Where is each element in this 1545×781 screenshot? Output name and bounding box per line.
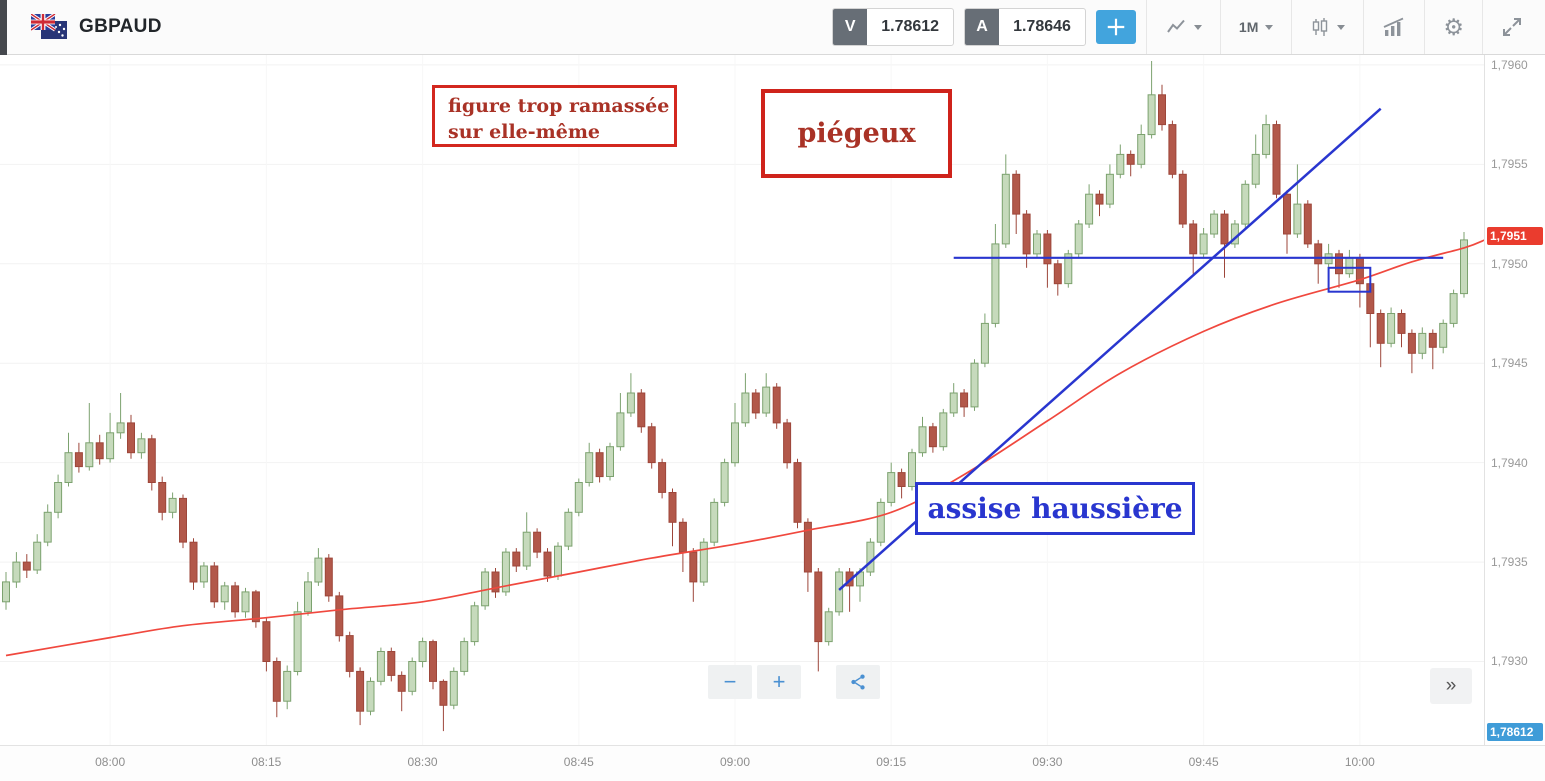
- time-axis-label: 10:00: [1344, 755, 1375, 769]
- price-axis-label: 1,7935: [1491, 555, 1528, 570]
- toolbar-divider: [1145, 0, 1147, 54]
- annotation-piegeux[interactable]: piégeux: [761, 89, 952, 178]
- time-axis-label: 09:30: [1032, 755, 1063, 769]
- share-icon: [851, 674, 865, 690]
- time-axis-label: 09:15: [876, 755, 907, 769]
- zoom-out-button[interactable]: −: [708, 665, 752, 699]
- chevron-down-icon: [1337, 24, 1346, 30]
- sell-price: 1.78612: [881, 18, 940, 35]
- window-edge-strip: [0, 0, 7, 55]
- symbol-group: GBPAUD: [31, 14, 162, 40]
- zoom-controls: − +: [708, 665, 880, 699]
- chevron-down-icon: [1265, 24, 1274, 30]
- buy-quote-button[interactable]: A 1.78646: [964, 8, 1086, 46]
- annotation-compact-figure[interactable]: figure trop ramassée sur elle-même: [432, 85, 677, 147]
- annotation-assise-haussiere[interactable]: assise haussière: [915, 482, 1195, 535]
- candles-layer: [2, 61, 1468, 732]
- indicators-button[interactable]: [1374, 11, 1414, 43]
- sell-tag: V: [833, 9, 868, 45]
- crosshair-tool-button[interactable]: [1095, 10, 1136, 44]
- sell-quote-button[interactable]: V 1.78612: [832, 8, 955, 46]
- time-axis-label: 09:00: [719, 755, 751, 769]
- buy-tag: A: [965, 9, 1000, 45]
- moving-average-line[interactable]: [5, 239, 1484, 657]
- chevron-down-icon: [1193, 24, 1202, 30]
- settings-button[interactable]: ⚙: [1435, 10, 1472, 45]
- gear-icon: ⚙: [1443, 13, 1464, 40]
- candlestick-icon: [1313, 18, 1328, 36]
- candle-style-dropdown[interactable]: [1302, 11, 1353, 43]
- toolbar-divider: [1291, 0, 1293, 54]
- toolbar-divider: [1424, 0, 1426, 54]
- current-price-label: 1,7951: [1487, 226, 1543, 245]
- toolbar: GBPAUD V 1.78612 A 1.78646 1M: [0, 0, 1545, 55]
- price-axis-label: 1,7960: [1491, 57, 1528, 72]
- crosshair-icon: [1107, 18, 1125, 36]
- expand-icon: [1503, 18, 1521, 36]
- share-button[interactable]: [836, 665, 880, 699]
- buy-price: 1.78646: [1013, 18, 1071, 35]
- indicators-icon: [1384, 17, 1404, 36]
- fullscreen-button[interactable]: [1493, 10, 1531, 44]
- chart-type-dropdown[interactable]: [1157, 11, 1210, 43]
- bid-price-label: 1,78612: [1487, 723, 1543, 741]
- time-axis-label: 09:45: [1188, 755, 1219, 769]
- timeframe-label: 1M: [1238, 19, 1259, 35]
- time-axis-label: 08:30: [407, 755, 438, 769]
- price-axis-label: 1,7930: [1491, 654, 1528, 669]
- toolbar-divider: [1482, 0, 1483, 54]
- collapse-panel-button[interactable]: »: [1430, 668, 1472, 704]
- price-axis-label: 1,7945: [1491, 356, 1528, 371]
- symbol-title: GBPAUD: [79, 16, 162, 37]
- line-chart-icon: [1167, 19, 1185, 33]
- toolbar-divider: [1219, 0, 1221, 54]
- candlestick-chart[interactable]: [0, 55, 1484, 745]
- consolidation-box[interactable]: [1327, 266, 1372, 293]
- chart-area[interactable]: figure trop ramassée sur elle-même piége…: [0, 55, 1484, 745]
- gridlines: [0, 55, 1484, 745]
- price-axis-label: 1,7955: [1491, 157, 1528, 172]
- time-axis[interactable]: 08:00 08:15 08:30 08:45 09:00 09:15 09:30 09:45…: [0, 745, 1545, 781]
- toolbar-divider: [1363, 0, 1365, 54]
- gbpaud-flag-icon: [31, 14, 67, 39]
- price-axis-label: 1,7950: [1491, 256, 1528, 271]
- time-axis-label: 08:15: [251, 755, 282, 769]
- time-axis-label: 08:00: [95, 755, 126, 769]
- price-axis-label: 1,7940: [1491, 455, 1528, 470]
- timeframe-dropdown[interactable]: 1M: [1231, 13, 1281, 41]
- price-axis[interactable]: 1,7951 1,78612 1,7960 1,7955 1,7950 1,7945 1…: [1484, 55, 1545, 745]
- time-axis-label: 08:45: [563, 755, 594, 769]
- zoom-in-button[interactable]: +: [757, 665, 801, 699]
